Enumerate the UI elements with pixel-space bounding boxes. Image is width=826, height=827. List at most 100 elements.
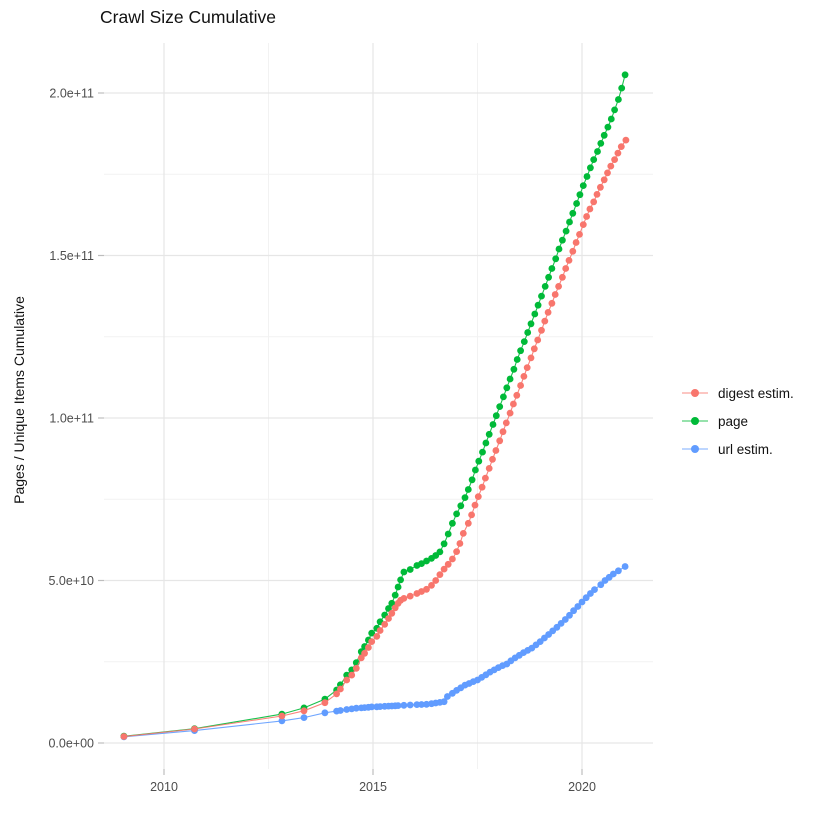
series-digest-estim	[120, 136, 630, 740]
data-point	[485, 465, 493, 472]
data-point	[400, 595, 408, 602]
gridlines	[104, 43, 653, 769]
data-point	[551, 291, 559, 298]
data-point	[343, 706, 351, 713]
data-point	[343, 671, 351, 679]
data-point	[524, 329, 532, 336]
data-point	[569, 209, 577, 217]
data-point	[561, 616, 569, 623]
y-tick-label: 1.0e+11	[49, 411, 94, 425]
x-tick-label: 2020	[568, 780, 596, 794]
data-point	[444, 560, 452, 568]
series-url-estim	[120, 563, 629, 741]
data-point	[609, 570, 617, 578]
data-point	[591, 586, 598, 593]
data-point	[428, 582, 435, 589]
legend-label-digest: digest estim.	[718, 385, 794, 401]
data-point	[502, 419, 510, 427]
data-point	[590, 198, 598, 206]
data-point	[365, 644, 372, 651]
data-point	[492, 447, 500, 454]
data-point	[579, 221, 587, 229]
data-point	[614, 149, 622, 157]
data-point	[391, 591, 399, 599]
data-point	[597, 581, 605, 589]
data-point	[191, 725, 198, 733]
data-point	[352, 704, 360, 712]
data-point	[534, 336, 542, 344]
y-tick-label: 5.0e+10	[48, 574, 94, 588]
data-point	[618, 84, 626, 92]
data-point	[544, 309, 552, 316]
data-point	[607, 162, 615, 170]
series-line	[123, 566, 626, 738]
data-point	[464, 486, 472, 493]
data-point	[552, 255, 560, 263]
data-point	[576, 191, 584, 199]
data-point	[394, 583, 402, 591]
data-point	[444, 530, 452, 538]
data-point	[513, 391, 521, 399]
data-point	[513, 356, 521, 363]
data-point	[566, 611, 573, 619]
data-point	[418, 560, 425, 567]
data-point	[590, 156, 598, 164]
legend-key-page-icon	[682, 417, 708, 425]
data-point	[607, 115, 615, 123]
data-point	[352, 664, 360, 672]
data-point	[376, 627, 384, 634]
data-point	[582, 594, 590, 602]
data-point	[573, 200, 580, 207]
data-point	[300, 714, 308, 721]
data-point	[394, 702, 402, 709]
data-point	[440, 540, 448, 548]
data-point	[381, 621, 389, 628]
data-point	[337, 707, 344, 714]
data-point	[300, 707, 308, 715]
data-point	[569, 247, 577, 255]
data-point	[597, 183, 604, 191]
data-point	[597, 140, 605, 147]
data-point	[578, 598, 586, 606]
legend-key-url-icon	[682, 445, 708, 453]
data-point	[423, 700, 430, 708]
data-point	[611, 106, 618, 114]
data-point	[406, 592, 414, 600]
data-point	[343, 676, 351, 684]
data-point	[471, 501, 479, 509]
data-point	[604, 123, 612, 131]
data-point	[594, 148, 601, 155]
data-point	[440, 698, 448, 706]
data-point	[527, 354, 535, 362]
data-point	[574, 603, 582, 610]
data-point	[474, 493, 482, 500]
data-point	[321, 699, 329, 707]
data-point	[278, 712, 286, 720]
data-point	[457, 502, 465, 510]
data-point	[517, 382, 524, 389]
data-point	[548, 299, 556, 307]
data-point	[492, 412, 500, 420]
series-line	[123, 74, 626, 737]
data-point	[534, 301, 542, 309]
series-line	[123, 139, 627, 738]
data-point	[468, 511, 475, 519]
data-point	[506, 409, 514, 417]
data-point	[406, 566, 414, 573]
data-point	[485, 430, 493, 438]
data-point	[531, 310, 539, 318]
legend-label-page: page	[718, 413, 749, 429]
data-point	[482, 439, 490, 447]
data-point	[397, 576, 404, 584]
data-point	[538, 292, 545, 300]
data-point	[368, 703, 376, 711]
data-point	[337, 685, 344, 693]
y-tick-label: 2.0e+11	[49, 86, 94, 100]
data-point	[373, 633, 381, 640]
data-point	[278, 717, 286, 725]
data-point	[583, 173, 591, 180]
data-point	[479, 448, 486, 456]
data-point	[496, 437, 504, 445]
data-point	[453, 510, 460, 518]
data-point	[622, 136, 630, 144]
